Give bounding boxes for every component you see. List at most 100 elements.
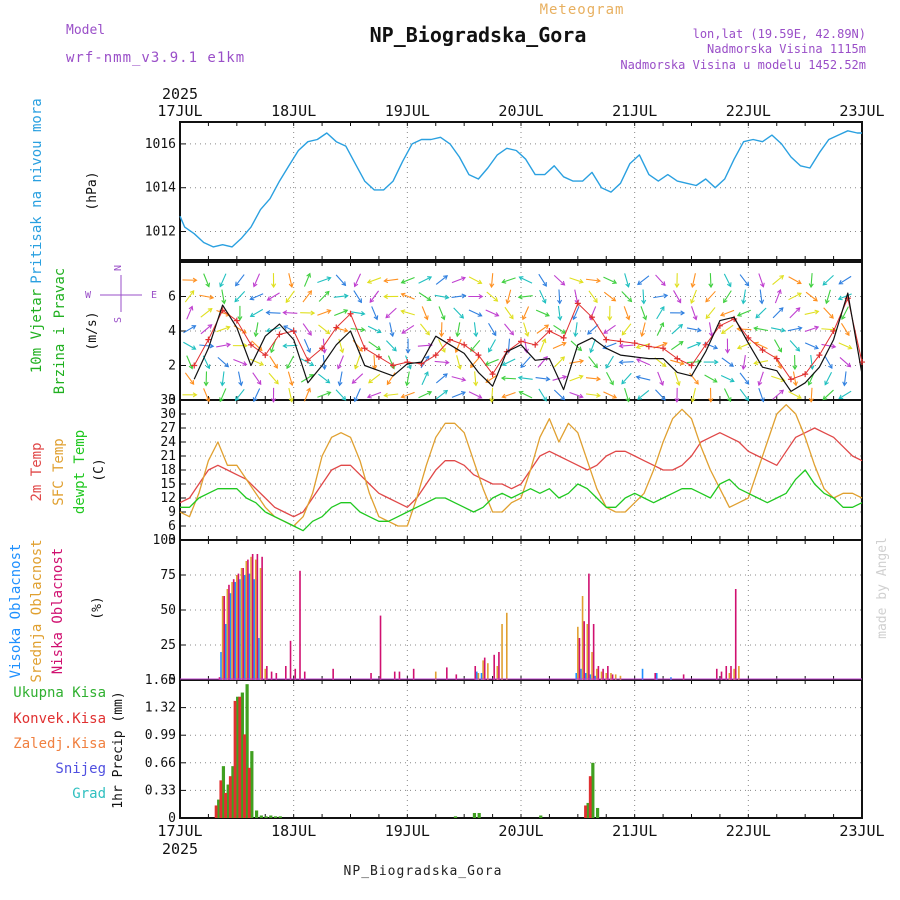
wind-arrow-head xyxy=(795,307,801,312)
wind-arrow xyxy=(367,391,382,398)
wind-gust-marker xyxy=(560,334,567,341)
wind-arrow xyxy=(488,339,496,353)
wind-arrow-head xyxy=(192,392,198,398)
wind-arrow-head xyxy=(696,341,702,347)
wind-arrow xyxy=(823,307,834,319)
temperature-ytick-label: 9 xyxy=(168,505,176,520)
cloud-bar-mid xyxy=(605,673,608,680)
wind-arrow xyxy=(723,290,732,303)
wind-arrow-head xyxy=(373,315,379,321)
top-date-label: 21JUL xyxy=(612,102,657,120)
wind-arrow xyxy=(825,289,831,304)
temperature-ytick-label: 24 xyxy=(160,435,176,450)
wind-arrow xyxy=(838,390,852,399)
temp-2m-line xyxy=(179,427,863,518)
wind-arrow xyxy=(488,322,497,336)
wind-arrow xyxy=(708,322,713,337)
wind-arrow xyxy=(369,290,380,303)
wind-arrow xyxy=(468,391,482,399)
wind-arrow-head xyxy=(779,389,785,395)
cloud-bar-mid xyxy=(501,624,503,680)
wind-arrow xyxy=(456,322,461,337)
wind-arrow xyxy=(788,391,802,399)
wind-arrow xyxy=(455,338,462,353)
wind-gust-marker xyxy=(645,343,652,350)
top-date-label: 18JUL xyxy=(271,102,316,120)
wind-arrow-head xyxy=(759,299,765,305)
wind-arrow-head xyxy=(404,381,410,387)
wind-arrow-head xyxy=(521,315,527,321)
wind-arrow xyxy=(569,391,583,398)
wind-arrow xyxy=(690,289,697,304)
cloud-bar-low xyxy=(303,671,306,680)
wind-arrow-head xyxy=(424,355,430,361)
cloud-bar-low xyxy=(412,668,415,680)
wind-arrow xyxy=(572,306,580,320)
wind-arrow-head xyxy=(612,394,618,399)
wind-arrow xyxy=(287,371,293,386)
cloud-bar-high xyxy=(589,674,592,680)
wind-arrow-head xyxy=(491,331,497,337)
wind-arrow xyxy=(421,371,429,386)
wind-ytick-label: 2 xyxy=(168,359,176,374)
cloud-bar-high xyxy=(243,575,246,680)
cloud-bar-low xyxy=(299,570,301,680)
wind-arrow xyxy=(810,355,813,370)
wind-arrow xyxy=(552,376,567,381)
wind-arrow-head xyxy=(306,348,312,354)
cloud-bar-low xyxy=(578,638,581,680)
wind-arrow-head xyxy=(219,282,224,288)
wind-arrow xyxy=(691,306,697,320)
wind-arrow-head xyxy=(309,361,315,367)
wind-arrow-head xyxy=(220,381,226,387)
wind-arrow-head xyxy=(518,390,524,396)
pressure-ytick-label: 1014 xyxy=(145,181,176,196)
wind-arrow xyxy=(237,371,242,386)
wind-arrow-head xyxy=(744,281,750,287)
wind-arrow-head xyxy=(353,397,359,403)
cloud-bar-low xyxy=(730,666,732,680)
wind-arrow-head xyxy=(203,381,209,387)
wind-arrow-head xyxy=(757,381,763,387)
wind-arrow-head xyxy=(234,396,240,402)
wind-arrow-head xyxy=(489,397,495,403)
temp-title-sfc: SFC Temp xyxy=(51,438,67,505)
wind-arrow-head xyxy=(383,278,389,284)
precip-bar-conv xyxy=(584,805,587,818)
wind-arrow-head xyxy=(542,396,547,402)
wind-arrow xyxy=(300,358,314,366)
wind-arrow-head xyxy=(189,290,195,295)
model-label: Model xyxy=(66,23,105,38)
wind-arrow-head xyxy=(500,375,506,381)
wind-arrow xyxy=(770,327,785,332)
wind-arrow xyxy=(758,273,764,287)
wind-arrow xyxy=(255,322,259,337)
pressure-unit: (hPa) xyxy=(85,171,100,210)
wind-arrow xyxy=(720,309,735,316)
cloud-bar-low xyxy=(237,573,240,680)
cloud-bar-low xyxy=(715,668,718,680)
wind-arrow xyxy=(502,277,516,283)
wind-gust-marker xyxy=(290,328,297,334)
wind-arrow xyxy=(504,306,514,319)
top-date-label: 17JUL xyxy=(157,102,202,120)
wind-arrow-head xyxy=(661,395,666,401)
wind-arrow xyxy=(434,360,449,364)
temperature-ytick-label: 27 xyxy=(160,421,176,436)
wind-arrow xyxy=(804,326,819,333)
wind-arrow xyxy=(221,289,225,304)
wind-arrow xyxy=(637,275,650,285)
wind-arrow-head xyxy=(618,343,624,349)
wind-arrow xyxy=(216,343,231,348)
wind-arrow xyxy=(318,324,330,335)
precip-bar-total xyxy=(250,751,254,818)
wind-arrow-head xyxy=(625,282,631,288)
wind-arrow-head xyxy=(443,275,449,280)
wind-arrow-head xyxy=(192,277,198,283)
wind-arrow xyxy=(739,388,749,401)
wind-arrow-head xyxy=(270,398,277,403)
wind-arrow xyxy=(691,273,696,288)
wind-arrow xyxy=(619,361,634,363)
wind-arrow-head xyxy=(509,314,514,320)
wind-arrow-head xyxy=(542,282,547,287)
